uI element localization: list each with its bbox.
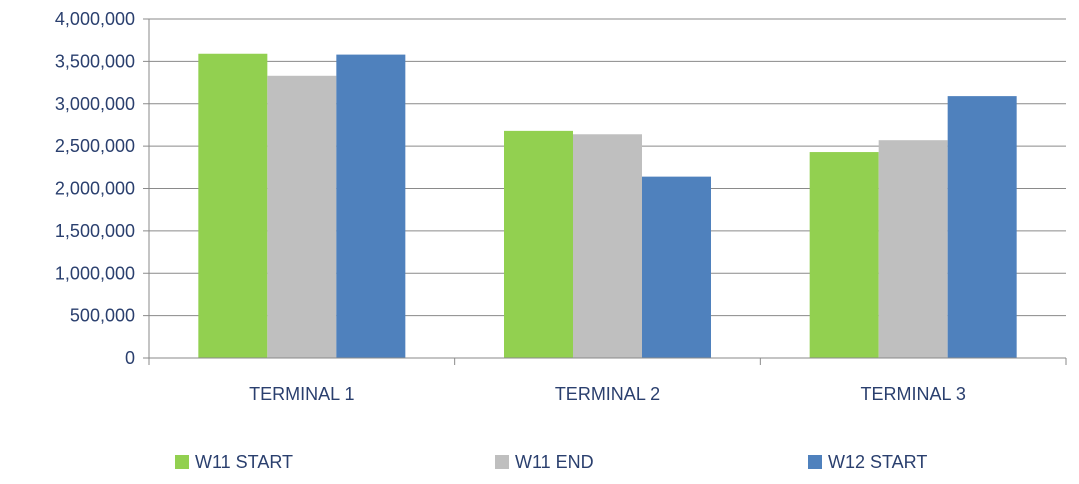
y-tick-label: 2,500,000	[55, 136, 135, 156]
bar	[947, 96, 1017, 358]
x-category-label: TERMINAL 3	[860, 384, 965, 404]
y-tick-label: 3,500,000	[55, 51, 135, 71]
legend-label: W12 START	[828, 452, 927, 472]
y-axis-tick-labels: 0 500,000 1,000,000 1,500,000 2,000,000 2,500…	[55, 9, 135, 368]
y-tick-label: 2,000,000	[55, 179, 135, 199]
y-tick-label: 4,000,000	[55, 9, 135, 29]
bar	[809, 152, 879, 358]
bars	[198, 53, 1017, 359]
legend-swatch	[495, 455, 509, 469]
y-tick-label: 1,500,000	[55, 221, 135, 241]
bar	[336, 54, 406, 358]
bar	[642, 176, 711, 358]
bar	[198, 53, 268, 359]
bar	[878, 140, 948, 358]
y-tick-label: 3,000,000	[55, 94, 135, 114]
x-category-label: TERMINAL 2	[555, 384, 660, 404]
bar	[504, 130, 573, 358]
legend-label: W11 END	[515, 452, 594, 472]
legend-swatch	[808, 455, 822, 469]
legend-label: W11 START	[195, 452, 293, 472]
x-category-label: TERMINAL 1	[249, 384, 354, 404]
axes	[143, 18, 1067, 365]
y-tick-label: 500,000	[70, 306, 135, 326]
bar	[267, 75, 337, 358]
legend-swatch	[175, 455, 189, 469]
y-tick-label: 0	[125, 348, 135, 368]
legend: W11 START W11 END W12 START	[175, 452, 927, 472]
y-tick-label: 1,000,000	[55, 263, 135, 283]
category-labels: TERMINAL 1 TERMINAL 2 TERMINAL 3	[249, 384, 966, 404]
bar	[573, 134, 642, 358]
